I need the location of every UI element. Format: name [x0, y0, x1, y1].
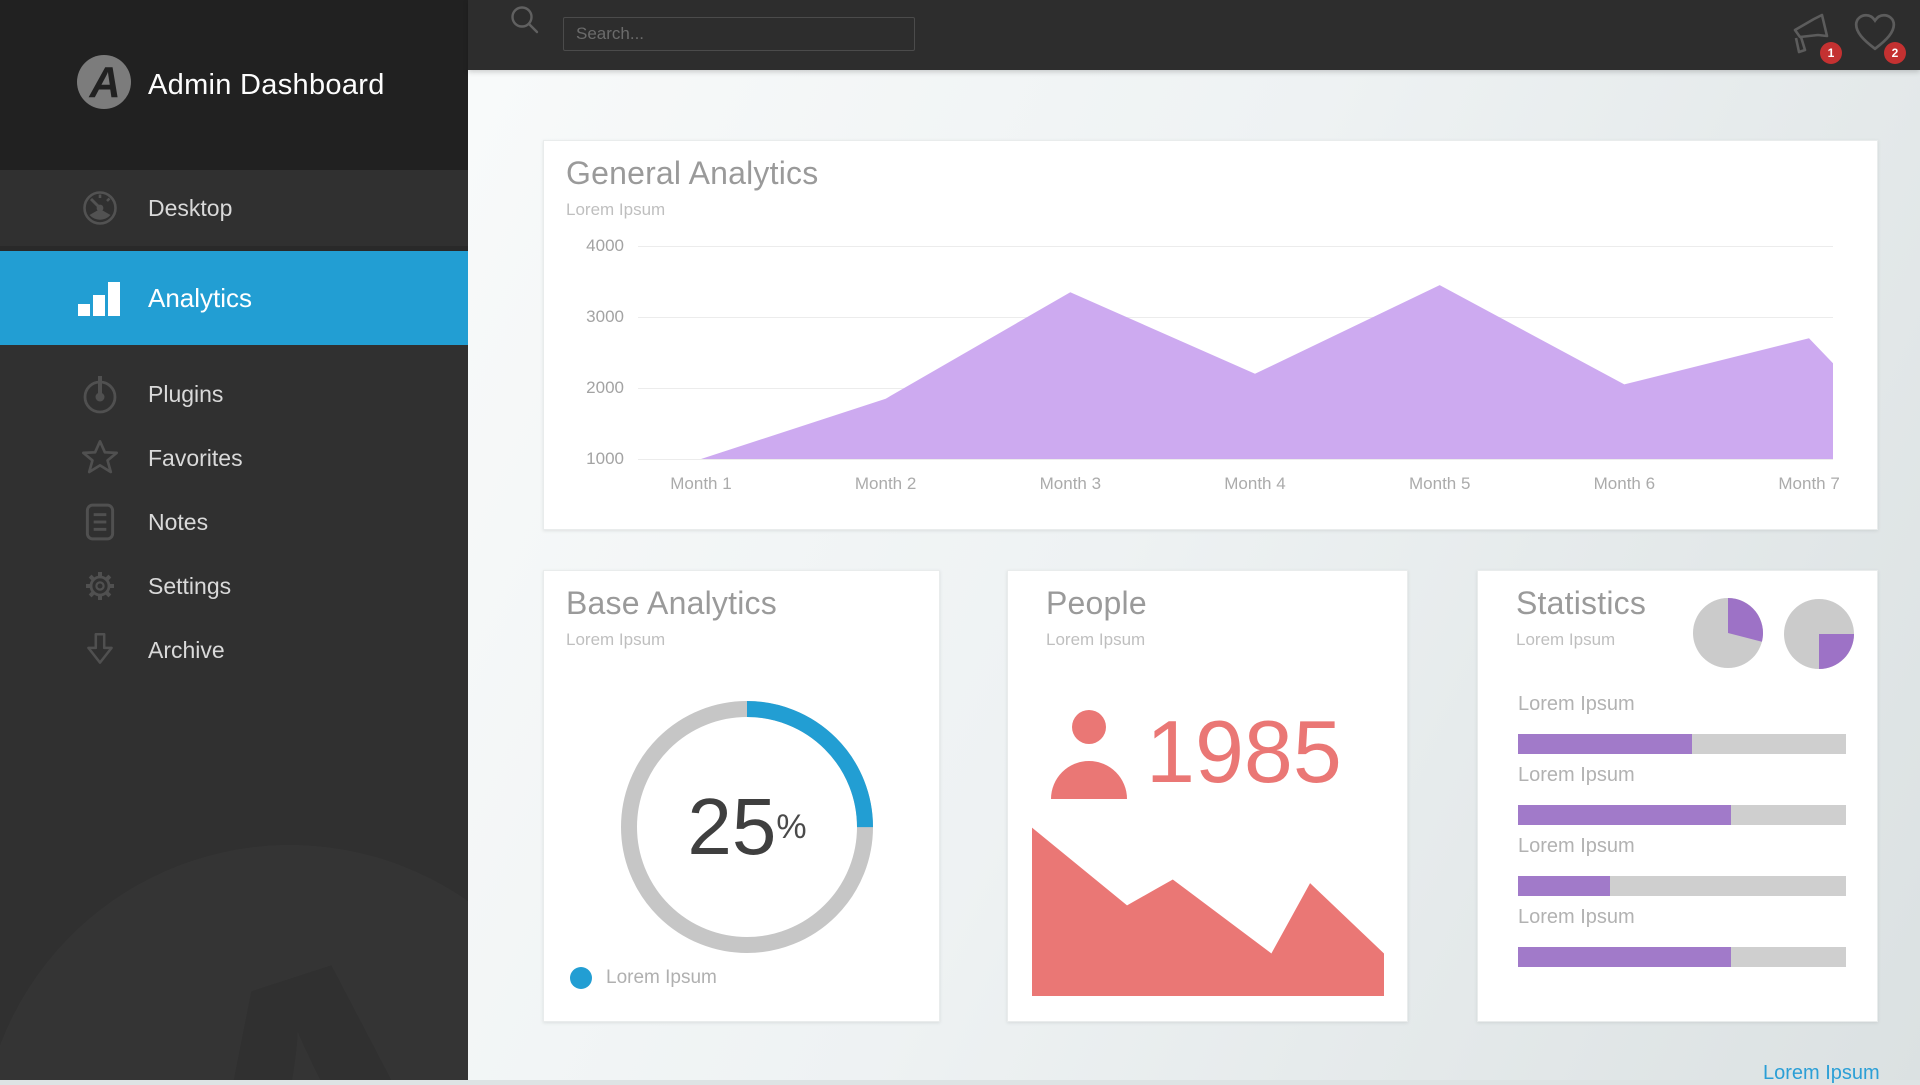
search-icon[interactable]	[508, 3, 542, 37]
legend-dot-icon	[570, 967, 592, 989]
card-title: Base Analytics	[566, 585, 777, 621]
sidebar-item-settings[interactable]: Settings	[0, 554, 468, 618]
donut-chart: 25%	[617, 697, 877, 957]
area-chart	[638, 246, 1833, 460]
bar-chart-icon	[78, 276, 122, 320]
topbar: 1 2	[468, 0, 1920, 70]
stat-bar-fill	[1518, 805, 1732, 825]
sidebar-item-favorites[interactable]: Favorites	[0, 426, 468, 490]
people-trend-chart	[1032, 827, 1384, 996]
people-count: 1985	[1146, 702, 1342, 801]
donut-value: 25%	[687, 782, 807, 871]
card-subtitle: Lorem Ipsum	[1516, 630, 1616, 649]
gauge-icon	[78, 186, 122, 230]
stat-pie-2-wedge	[1819, 634, 1854, 669]
general-analytics-card: General Analytics Lorem Ipsum 4000 3000 …	[543, 140, 1878, 530]
sidebar-item-desktop[interactable]: Desktop	[0, 170, 468, 251]
y-tick: 1000	[586, 449, 624, 468]
sidebar-header: A Admin Dashboard	[0, 0, 468, 170]
stat-row: Lorem Ipsum	[1518, 688, 1846, 759]
megaphone-icon	[1793, 13, 1829, 54]
stat-pie-1	[1693, 598, 1763, 668]
stat-row: Lorem Ipsum	[1518, 759, 1846, 830]
footer-link[interactable]: Lorem Ipsum	[1763, 1062, 1880, 1084]
y-tick: 3000	[586, 306, 624, 326]
people-area-polygon	[1032, 827, 1384, 996]
main-content: General Analytics Lorem Ipsum 4000 3000 …	[468, 70, 1920, 1084]
card-title: General Analytics	[566, 155, 819, 191]
arrow-down-icon	[78, 628, 122, 672]
sidebar-item-analytics[interactable]: Analytics	[0, 251, 468, 345]
stat-row: Lorem Ipsum	[1518, 901, 1846, 972]
card-subtitle: Lorem Ipsum	[566, 630, 666, 649]
app-title: Admin Dashboard	[148, 68, 385, 101]
stat-bar-fill	[1518, 734, 1692, 754]
card-title: People	[1046, 585, 1147, 621]
card-subtitle: Lorem Ipsum	[566, 200, 666, 219]
y-tick: 4000	[586, 236, 624, 255]
sidebar-item-notes[interactable]: Notes	[0, 490, 468, 554]
card-subtitle: Lorem Ipsum	[1046, 630, 1146, 649]
sidebar-item-label: Analytics	[148, 282, 253, 313]
x-tick: Month 2	[854, 474, 917, 493]
progress-bar	[1518, 805, 1846, 825]
x-tick: Month 3	[1039, 474, 1102, 493]
x-tick: Month 4	[1224, 474, 1286, 493]
stat-bar-fill	[1518, 876, 1610, 896]
progress-bar	[1518, 734, 1846, 754]
sidebar-item-label: Desktop	[148, 194, 233, 221]
sidebar-item-label: Archive	[148, 636, 225, 663]
progress-bar	[1518, 876, 1846, 896]
donut-arc	[621, 701, 873, 953]
favorites-button[interactable]: 2	[1852, 10, 1906, 64]
y-tick: 2000	[586, 378, 624, 397]
svg-text:A: A	[88, 59, 120, 107]
heart-icon	[1854, 13, 1896, 51]
stat-label: Lorem Ipsum	[1518, 764, 1635, 786]
sidebar: A Admin Dashboard Desktop	[0, 0, 468, 1080]
stat-label: Lorem Ipsum	[1518, 835, 1635, 857]
sidebar-item-label: Notes	[148, 508, 209, 535]
gear-icon	[78, 564, 122, 608]
sidebar-item-label: Settings	[148, 572, 232, 599]
power-icon	[78, 372, 122, 416]
statistics-card: Statistics Lorem Ipsum Lorem Ipsum Lorem…	[1477, 570, 1878, 1022]
base-analytics-card: Base Analytics Lorem Ipsum 25% Lorem Ips…	[543, 570, 940, 1022]
area-polygon	[701, 285, 1833, 459]
x-tick: Month 6	[1593, 474, 1656, 493]
notification-badge: 1	[1820, 42, 1842, 64]
notes-icon	[78, 500, 122, 544]
stat-pie-1-wedge	[1728, 598, 1763, 642]
x-tick: Month 7	[1778, 474, 1840, 493]
stat-label: Lorem Ipsum	[1518, 693, 1635, 715]
sidebar-item-label: Favorites	[148, 444, 243, 471]
stat-row: Lorem Ipsum	[1518, 830, 1846, 901]
y-axis-labels: 4000 3000 2000 1000	[558, 236, 624, 468]
x-tick: Month 1	[670, 474, 732, 493]
search-input[interactable]	[563, 17, 915, 51]
legend-label: Lorem Ipsum	[606, 967, 717, 988]
announcements-button[interactable]: 1	[1788, 10, 1842, 64]
progress-bar	[1518, 947, 1846, 967]
stat-rows: Lorem Ipsum Lorem Ipsum Lorem Ipsum Lore…	[1518, 688, 1846, 972]
notification-badge: 2	[1884, 42, 1906, 64]
stat-pie-2	[1784, 599, 1854, 669]
sidebar-item-plugins[interactable]: Plugins	[0, 362, 468, 426]
people-card: People Lorem Ipsum 1985	[1007, 570, 1408, 1022]
person-icon	[1051, 710, 1127, 799]
sidebar-item-archive[interactable]: Archive	[0, 618, 468, 682]
stat-bar-fill	[1518, 947, 1732, 967]
star-icon	[78, 436, 122, 480]
sidebar-menu: Desktop Analytics	[0, 170, 468, 682]
sidebar-item-label: Plugins	[148, 380, 224, 407]
app-logo-icon: A	[77, 55, 131, 109]
stat-label: Lorem Ipsum	[1518, 906, 1635, 928]
card-title: Statistics	[1516, 585, 1647, 621]
logo-watermark: A	[0, 835, 468, 1080]
x-tick: Month 5	[1409, 474, 1471, 493]
donut-legend: Lorem Ipsum	[570, 967, 717, 989]
x-axis-labels: Month 1 Month 2 Month 3 Month 4 Month 5 …	[638, 474, 1840, 498]
